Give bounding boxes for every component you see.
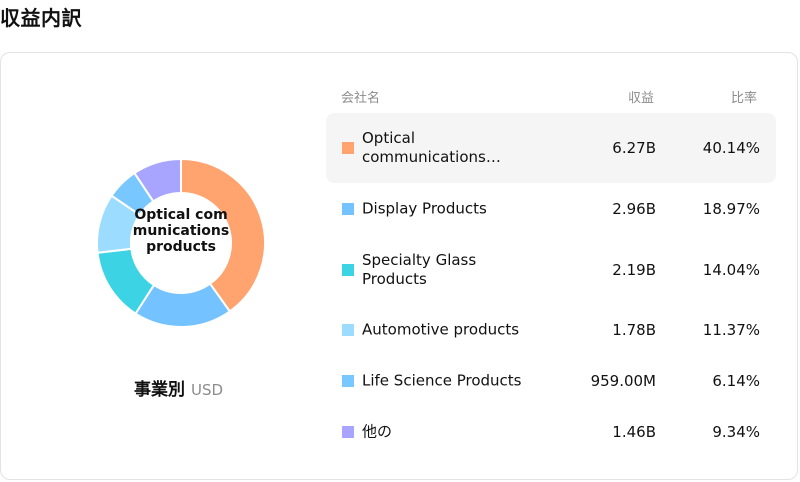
- legend-swatch: [342, 375, 354, 387]
- row-revenue: 1.46B: [612, 423, 656, 441]
- table-row[interactable]: Automotive products 1.78B 11.37%: [326, 295, 776, 365]
- row-ratio: 11.37%: [702, 321, 760, 339]
- row-name: Optical communications products: [362, 129, 486, 166]
- row-revenue: 6.27B: [612, 139, 656, 157]
- row-revenue: 2.19B: [612, 261, 656, 279]
- row-revenue: 1.78B: [612, 321, 656, 339]
- row-ratio: 14.04%: [702, 261, 760, 279]
- table-row[interactable]: Optical communications products 6.27B 40…: [326, 113, 776, 183]
- legend-swatch: [342, 426, 354, 438]
- legend-swatch: [342, 264, 354, 276]
- row-name: 他の: [362, 422, 393, 441]
- table-row[interactable]: Specialty Glass Products 2.19B 14.04%: [326, 235, 776, 305]
- table-row[interactable]: Display Products 2.96B 18.97%: [326, 174, 776, 244]
- donut-slice[interactable]: [180, 157, 266, 313]
- segment-type-label: 事業別: [133, 380, 185, 400]
- table-row[interactable]: 他の 1.46B 9.34%: [326, 397, 776, 467]
- table-row[interactable]: Life Science Products 959.00M 6.14%: [326, 346, 776, 416]
- row-revenue: 959.00M: [590, 372, 656, 390]
- legend-swatch: [342, 203, 354, 215]
- legend-swatch: [342, 142, 354, 154]
- row-name: Specialty Glass Products: [362, 251, 477, 288]
- currency-label: USD: [190, 381, 224, 399]
- header-ratio: 比率: [730, 91, 757, 106]
- page-title: 収益内訳: [0, 6, 82, 30]
- donut-chart: Optical communications products: [81, 143, 281, 343]
- row-name: Life Science Products: [362, 371, 522, 390]
- header-company-name: 会社名: [341, 91, 381, 106]
- donut-slice[interactable]: [133, 157, 182, 203]
- row-ratio: 40.14%: [702, 139, 760, 157]
- legend-swatch: [342, 324, 354, 336]
- header-revenue: 収益: [627, 91, 654, 106]
- row-revenue: 2.96B: [612, 200, 656, 218]
- row-ratio: 18.97%: [702, 200, 760, 218]
- row-name: Display Products: [362, 199, 487, 218]
- revenue-card: Optical communications products 事業別 USD 会…: [0, 52, 798, 480]
- row-ratio: 9.34%: [712, 423, 760, 441]
- row-name: Automotive products: [362, 320, 520, 339]
- donut-center-label: Optical communications products: [132, 207, 230, 255]
- row-ratio: 6.14%: [712, 372, 760, 390]
- chart-footer: 事業別 USD: [1, 375, 356, 400]
- donut-svg: [96, 157, 266, 328]
